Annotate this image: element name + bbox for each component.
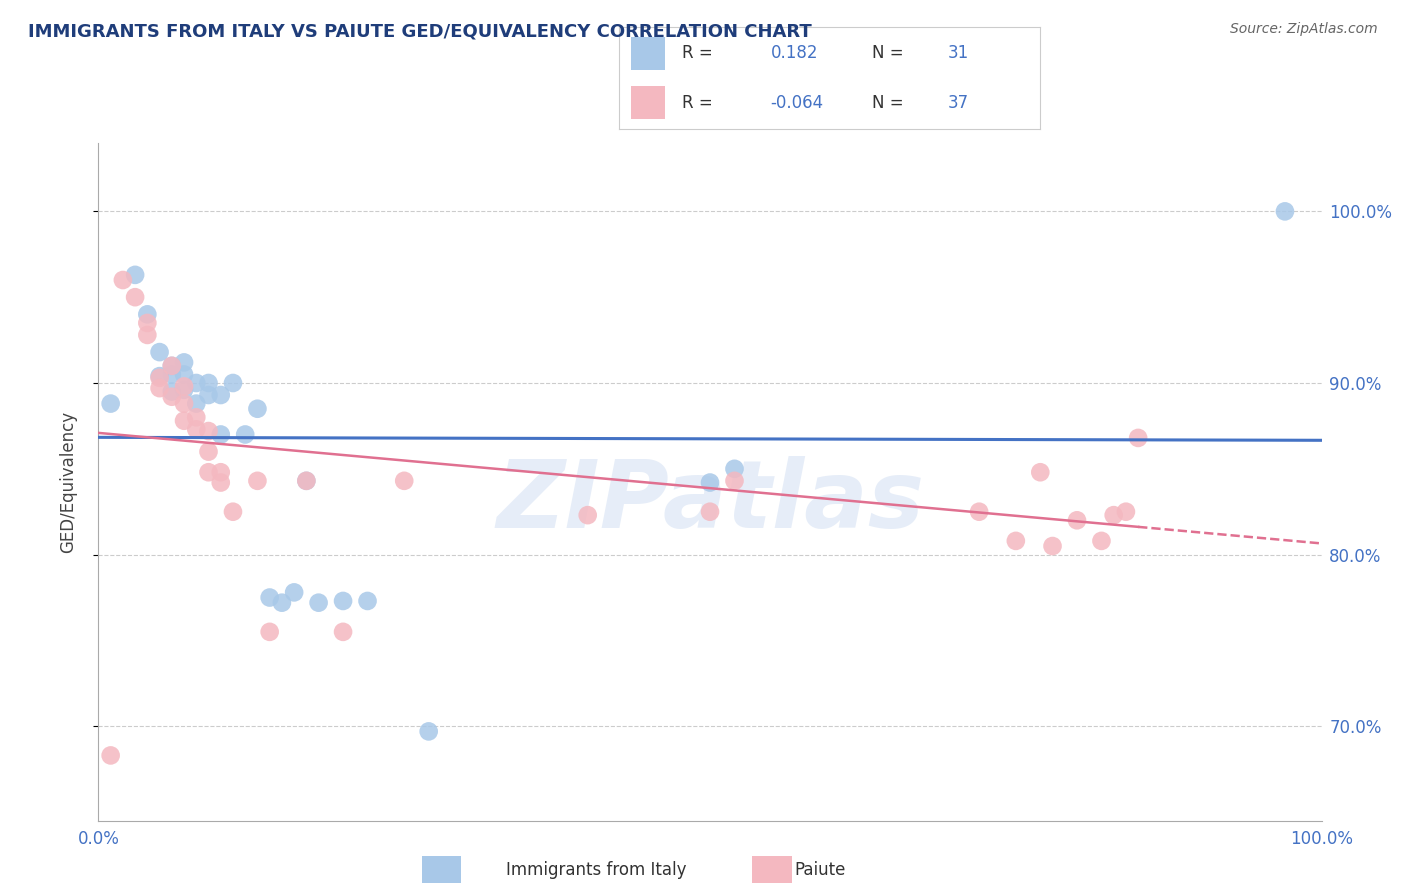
Point (418, 724, 440, 739)
Point (186, 410, 208, 425)
Point (136, 316, 159, 330)
Point (246, 474, 269, 488)
Point (197, 465, 219, 479)
Point (332, 624, 354, 639)
Point (209, 427, 232, 442)
Point (259, 624, 281, 639)
Text: R =: R = (682, 45, 713, 62)
FancyBboxPatch shape (631, 37, 665, 70)
Point (160, 390, 183, 404)
Point (356, 594, 378, 608)
Point (723, 462, 745, 476)
Point (111, 273, 134, 287)
Text: N =: N = (872, 94, 903, 112)
Point (1128, 431, 1150, 445)
Point (576, 508, 599, 523)
Point (259, 591, 281, 605)
Text: 37: 37 (948, 94, 969, 112)
Text: 0.182: 0.182 (770, 45, 818, 62)
Point (173, 414, 195, 428)
Point (209, 465, 232, 479)
Point (173, 396, 195, 410)
Point (699, 475, 721, 490)
Point (100, 748, 122, 763)
Point (197, 444, 219, 458)
Text: N =: N = (872, 45, 903, 62)
Point (160, 359, 183, 373)
Point (186, 422, 208, 436)
Y-axis label: GED/Equivalency: GED/Equivalency (59, 410, 77, 553)
Text: -0.064: -0.064 (770, 94, 824, 112)
Point (173, 379, 195, 393)
Point (1042, 539, 1064, 553)
Point (246, 401, 269, 416)
Point (1004, 533, 1026, 548)
Point (197, 424, 219, 438)
Point (197, 388, 219, 402)
Point (270, 596, 294, 610)
Point (173, 383, 195, 397)
Point (160, 359, 183, 373)
Point (332, 594, 354, 608)
Point (699, 505, 721, 519)
Point (149, 345, 172, 359)
Point (173, 355, 195, 369)
Point (124, 268, 146, 282)
Point (1115, 505, 1137, 519)
Point (149, 369, 172, 384)
Point (149, 381, 172, 395)
Point (149, 371, 172, 385)
Point (1029, 465, 1052, 479)
Point (233, 427, 256, 442)
Point (209, 475, 232, 490)
Point (1274, 204, 1296, 219)
Point (209, 388, 232, 402)
Text: Source: ZipAtlas.com: Source: ZipAtlas.com (1230, 22, 1378, 37)
Text: ZIPatlas: ZIPatlas (496, 456, 924, 548)
Text: Paiute: Paiute (794, 861, 846, 879)
Point (222, 376, 245, 390)
Text: Immigrants from Italy: Immigrants from Italy (506, 861, 686, 879)
Point (160, 384, 183, 399)
Point (1090, 533, 1112, 548)
Point (1102, 508, 1125, 523)
Point (392, 474, 416, 488)
Text: 31: 31 (948, 45, 969, 62)
Point (295, 474, 318, 488)
Point (967, 505, 990, 519)
Point (295, 474, 318, 488)
Point (197, 376, 219, 390)
Point (124, 290, 146, 304)
Text: R =: R = (682, 94, 713, 112)
Point (186, 396, 208, 410)
Text: IMMIGRANTS FROM ITALY VS PAIUTE GED/EQUIVALENCY CORRELATION CHART: IMMIGRANTS FROM ITALY VS PAIUTE GED/EQUI… (28, 22, 811, 40)
Point (723, 474, 745, 488)
Point (186, 376, 208, 390)
Point (100, 396, 122, 410)
Point (136, 327, 159, 342)
Point (283, 585, 305, 599)
Point (222, 505, 245, 519)
Point (308, 596, 330, 610)
Point (160, 368, 183, 382)
Point (1066, 513, 1088, 527)
FancyBboxPatch shape (631, 87, 665, 119)
Point (136, 307, 159, 321)
Point (173, 368, 195, 382)
